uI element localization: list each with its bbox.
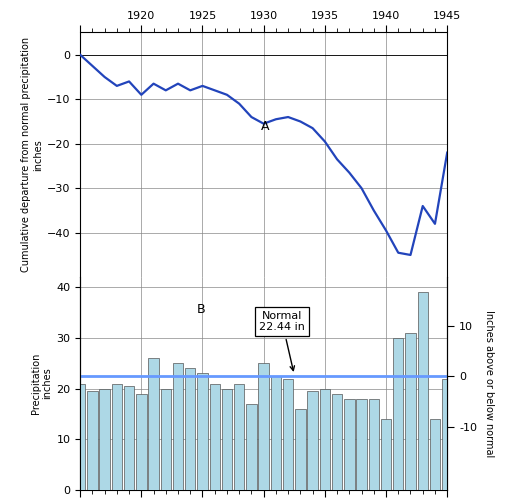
Text: A: A xyxy=(261,120,270,134)
Bar xyxy=(430,419,440,490)
Bar xyxy=(393,338,403,490)
Bar xyxy=(87,391,98,490)
Bar xyxy=(320,388,330,490)
Bar xyxy=(246,404,256,490)
Bar xyxy=(308,391,318,490)
Bar xyxy=(369,399,379,490)
Text: Normal
22.44 in: Normal 22.44 in xyxy=(259,311,305,370)
Y-axis label: Inches above or below normal: Inches above or below normal xyxy=(484,310,494,457)
Bar xyxy=(405,333,416,490)
Bar xyxy=(258,364,269,490)
Y-axis label: Precipitation
inches: Precipitation inches xyxy=(31,353,52,414)
Bar xyxy=(418,292,428,490)
Bar xyxy=(234,384,245,490)
Bar xyxy=(344,399,355,490)
Bar xyxy=(197,374,208,490)
Bar xyxy=(161,388,171,490)
Bar xyxy=(295,409,306,490)
Bar xyxy=(124,386,134,490)
Bar xyxy=(222,388,232,490)
Bar xyxy=(148,358,159,490)
Bar xyxy=(209,384,220,490)
Bar xyxy=(271,376,281,490)
Bar xyxy=(173,364,183,490)
Y-axis label: Cumulative departure from normal precipitation
inches: Cumulative departure from normal precipi… xyxy=(21,38,43,272)
Bar xyxy=(381,419,391,490)
Bar xyxy=(356,399,367,490)
Bar xyxy=(112,384,122,490)
Text: B: B xyxy=(196,302,205,316)
Bar xyxy=(442,378,452,490)
Bar xyxy=(75,384,85,490)
Bar xyxy=(136,394,146,490)
Bar xyxy=(99,388,110,490)
Bar xyxy=(185,368,195,490)
Bar xyxy=(283,378,293,490)
Bar xyxy=(332,394,342,490)
